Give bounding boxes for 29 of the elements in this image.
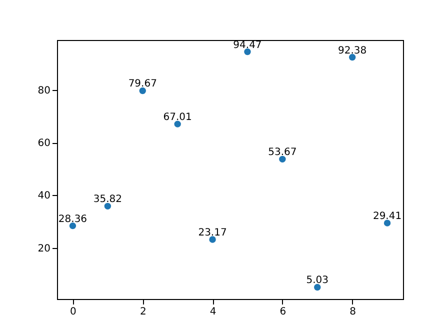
data-label: 53.67: [268, 147, 297, 158]
data-label: 92.38: [338, 45, 367, 56]
point: [384, 220, 391, 226]
data-label: 67.01: [163, 112, 192, 124]
y-tick-label: 20: [38, 243, 50, 254]
point: [139, 87, 146, 94]
point: [244, 48, 251, 56]
x-tick-label: 6: [280, 306, 286, 318]
point: [209, 236, 216, 243]
y-tick-label: 80: [38, 85, 50, 96]
point: [279, 156, 286, 163]
y-tick-label: 60: [38, 138, 50, 150]
point: [314, 284, 321, 291]
x-tick-label: 4: [210, 306, 216, 318]
point: [174, 120, 181, 128]
data-label: 79.67: [128, 78, 157, 90]
x-tick-label: 8: [350, 306, 356, 318]
data-label: 94.47: [233, 40, 262, 51]
data-label: 35.82: [93, 194, 122, 206]
y-tick-label: 40: [38, 190, 50, 202]
point: [69, 222, 76, 230]
data-label: 29.41: [372, 211, 402, 222]
x-tick-label: 0: [70, 306, 76, 318]
x-tick-label: 2: [140, 306, 146, 318]
point: [104, 202, 112, 210]
data-label: 28.36: [58, 214, 88, 225]
point: [348, 54, 356, 61]
data-label: 23.17: [198, 227, 227, 238]
data-label: 5.03: [306, 275, 329, 286]
